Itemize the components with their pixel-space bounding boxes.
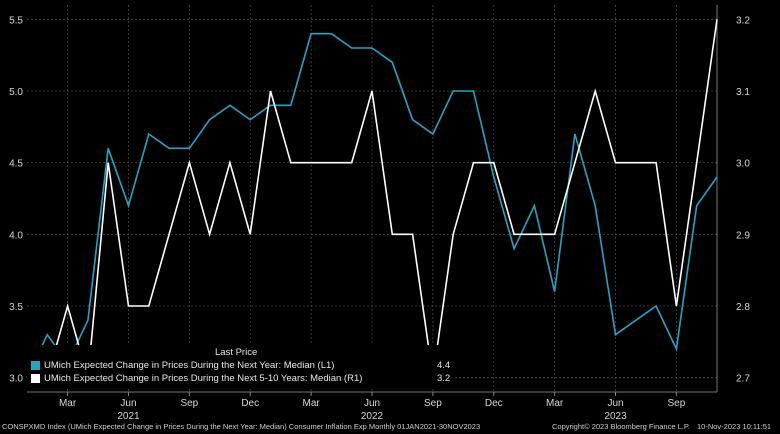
- left-axis-tick-labels: 3.0 3.5 4.0 4.5 5.0 5.5: [9, 15, 23, 384]
- series-lines: [26, 19, 718, 379]
- right-tick-label-4: 3.1: [736, 87, 750, 98]
- x-month-label-10: Sep: [668, 398, 686, 409]
- legend-swatch-series-1: [31, 361, 40, 370]
- left-tick-label-1: 3.5: [9, 302, 23, 313]
- x-month-label-0: Mar: [59, 398, 77, 409]
- footer-source: CONSPXMD Index (UMich Expected Change in…: [2, 422, 481, 431]
- legend: Last Price UMich Expected Change in Pric…: [27, 345, 455, 387]
- x-month-label-6: Sep: [424, 398, 442, 409]
- left-tick-label-4: 5.0: [9, 87, 23, 98]
- legend-swatch-series-2: [31, 374, 40, 383]
- footer: CONSPXMD Index (UMich Expected Change in…: [0, 420, 780, 434]
- left-tick-label-3: 4.5: [9, 159, 23, 170]
- legend-label-series-2: UMich Expected Change in Prices During t…: [44, 373, 363, 384]
- x-year-label-0: 2021: [117, 411, 140, 422]
- x-month-label-7: Dec: [485, 398, 503, 409]
- x-year-label-2: 2023: [604, 411, 627, 422]
- right-axis-tick-labels: 2.7 2.8 2.9 3.0 3.1 3.2: [736, 15, 750, 384]
- left-tick-label-2: 4.0: [9, 230, 23, 241]
- legend-header: Last Price: [215, 347, 258, 358]
- right-tick-label-5: 3.2: [736, 15, 750, 26]
- x-month-label-8: Mar: [546, 398, 564, 409]
- right-tick-label-3: 3.0: [736, 159, 750, 170]
- x-month-label-1: Jun: [120, 398, 136, 409]
- right-tick-label-2: 2.9: [736, 230, 750, 241]
- legend-value-series-2: 3.2: [437, 373, 451, 384]
- legend-label-series-1: UMich Expected Change in Prices During t…: [44, 360, 335, 371]
- x-month-label-2: Sep: [180, 398, 198, 409]
- x-axis-labels: Mar Jun Sep Dec Mar Jun Sep Dec Mar Jun Sep 2021 202…: [59, 392, 686, 422]
- x-month-label-5: Jun: [364, 398, 380, 409]
- right-tick-label-1: 2.8: [736, 302, 750, 313]
- right-tick-label-0: 2.7: [736, 374, 750, 385]
- left-tick-label-5: 5.5: [9, 15, 23, 26]
- footer-copyright: Copyright© 2023 Bloomberg Finance L.P.: [552, 422, 690, 431]
- legend-value-series-1: 4.4: [437, 360, 451, 371]
- footer-timestamp: 10-Nov-2023 10:11:51: [697, 422, 772, 431]
- x-month-label-3: Dec: [241, 398, 259, 409]
- series-line-1: [26, 32, 718, 379]
- x-year-label-1: 2022: [361, 411, 384, 422]
- left-tick-label-0: 3.0: [9, 374, 23, 385]
- x-month-label-9: Jun: [607, 398, 623, 409]
- x-month-label-4: Mar: [303, 398, 321, 409]
- series-line-2: [27, 19, 718, 379]
